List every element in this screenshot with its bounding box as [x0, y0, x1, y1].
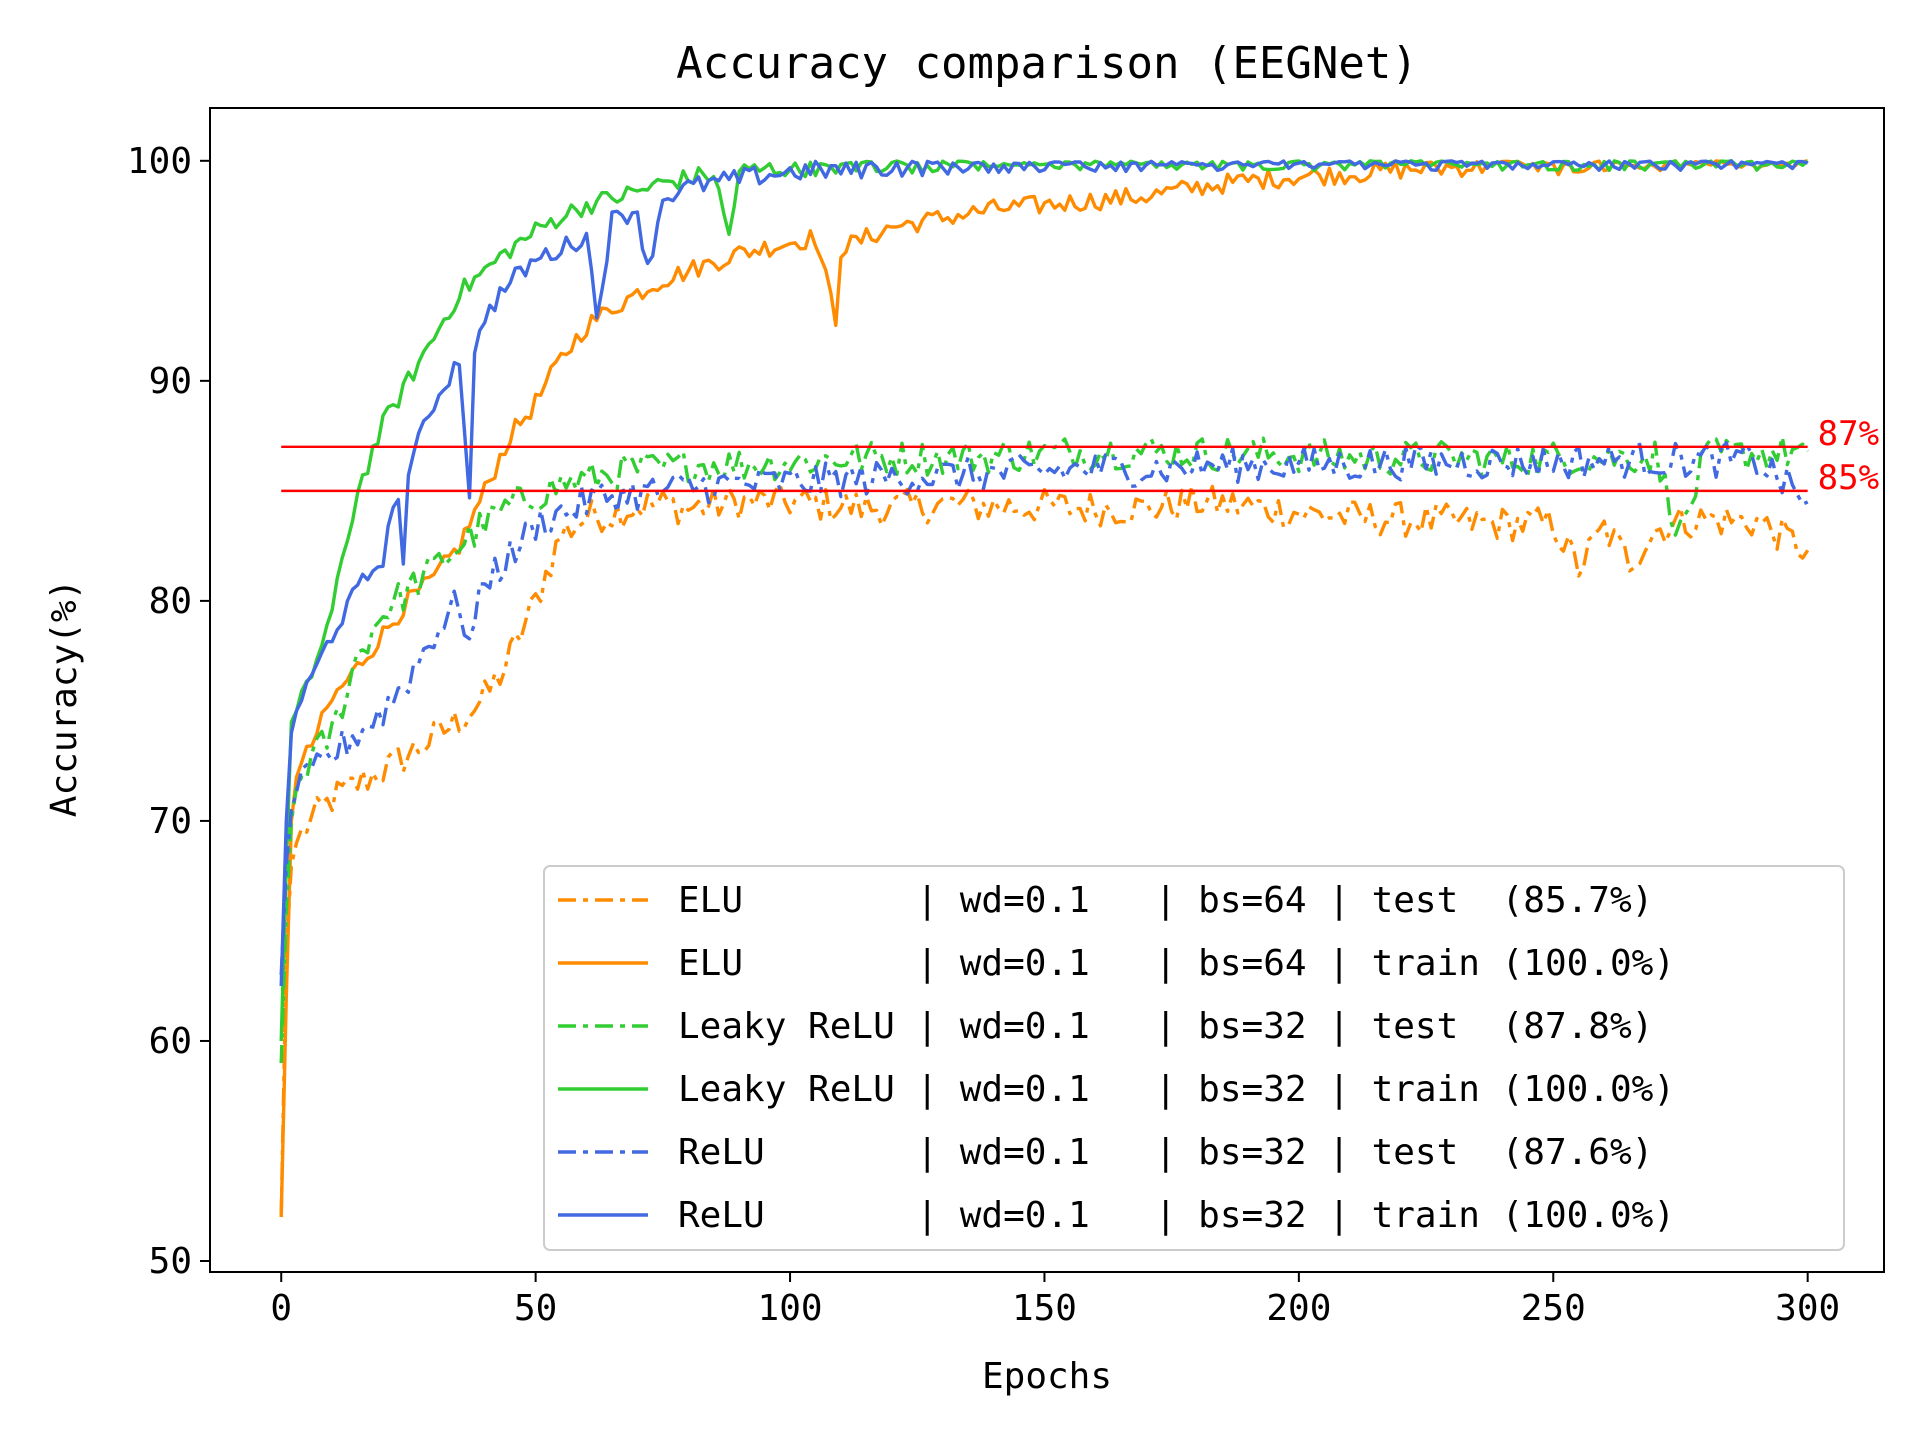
legend-entry-3: Leaky ReLU | wd=0.1 | bs=32 | test (87.8…: [678, 1006, 1653, 1047]
x-axis-title: Epochs: [982, 1356, 1112, 1397]
y-tick-label: 70: [149, 801, 192, 842]
reference-label-85pct: 85%: [1818, 458, 1879, 498]
x-tick-label: 250: [1521, 1288, 1586, 1329]
reference-label-87pct: 87%: [1818, 414, 1879, 454]
legend-entry-2: ELU | wd=0.1 | bs=64 | train (100.0%): [678, 943, 1675, 984]
y-tick-label: 90: [149, 361, 192, 402]
y-tick-label: 80: [149, 581, 192, 622]
x-tick-label: 300: [1775, 1288, 1840, 1329]
series-line-4: [279, 159, 1809, 1042]
y-axis-title: Accuracy(%): [44, 579, 85, 817]
x-tick-label: 150: [1012, 1288, 1077, 1329]
legend-entry-4: Leaky ReLU | wd=0.1 | bs=32 | train (100…: [678, 1069, 1675, 1110]
chart-title: Accuracy comparison (EEGNet): [676, 38, 1418, 89]
x-tick-label: 50: [514, 1288, 557, 1329]
y-tick-label: 50: [149, 1241, 192, 1282]
series-line-5: [279, 441, 1809, 975]
x-tick-label: 200: [1266, 1288, 1331, 1329]
y-tick-label: 60: [149, 1021, 192, 1062]
x-tick-label: 100: [758, 1288, 823, 1329]
legend-box: [543, 865, 1845, 1251]
series-line-2: [279, 159, 1809, 1218]
plot-frame: [209, 107, 1885, 1273]
legend: ELU | wd=0.1 | bs=64 | test (85.7%) ELU |…: [543, 865, 1845, 1251]
series-line-6: [279, 159, 1809, 987]
x-tick-label: 0: [270, 1288, 292, 1329]
y-tick-label: 100: [127, 141, 192, 182]
legend-entry-6: ReLU | wd=0.1 | bs=32 | train (100.0%): [678, 1195, 1675, 1236]
legend-entry-1: ELU | wd=0.1 | bs=64 | test (85.7%): [678, 880, 1653, 921]
series-line-3: [279, 435, 1810, 1064]
legend-entry-5: ReLU | wd=0.1 | bs=32 | test (87.6%): [678, 1132, 1653, 1173]
plot-area: 87%85% 0 50 100 150 200 250 300 50 60 70 80 90 100: [127, 107, 1885, 1329]
